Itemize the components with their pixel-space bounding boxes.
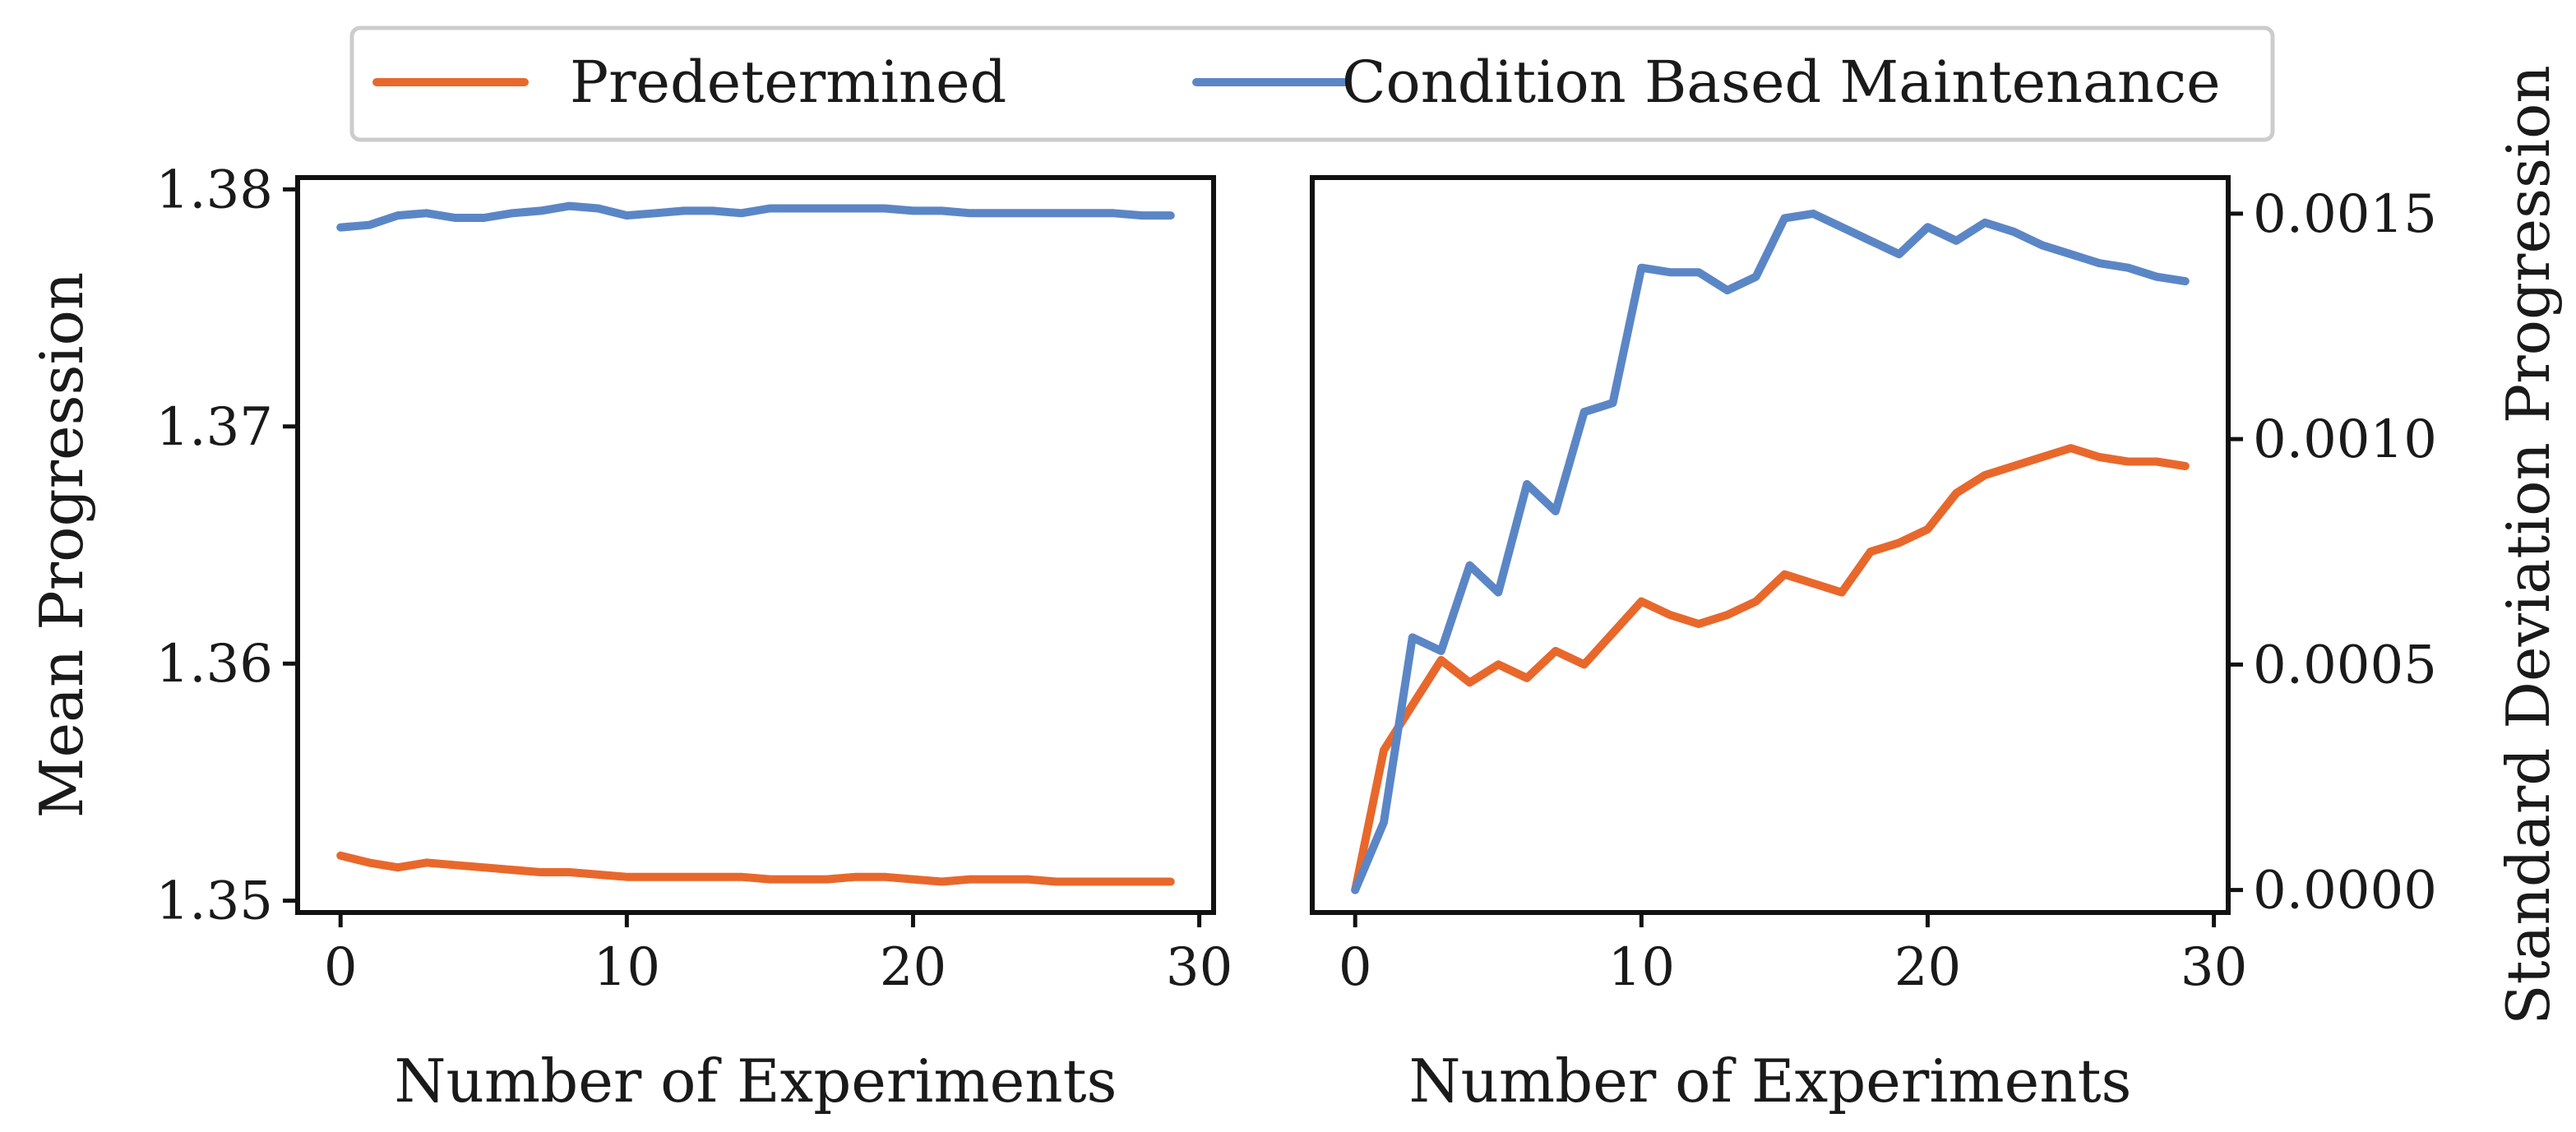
mean-progression-xtick-label: 0 (324, 937, 358, 998)
mean-progression-ytick-label: 1.38 (156, 159, 274, 220)
mean-progression-xtick-label: 20 (880, 937, 946, 998)
mean-progression-ylabel: Mean Progression (27, 272, 96, 819)
std-deviation-series-predetermined (1351, 444, 2190, 894)
std-deviation-chart: 0 10 20 300.0000 0.0005 0.0010 0.0015 Number o… (1310, 65, 2563, 1116)
mean-progression-series-predetermined (336, 851, 1175, 886)
std-deviation-ticks: 0 10 20 300.0000 0.0005 0.0010 0.0015 (1339, 184, 2437, 998)
std-deviation-xlabel: Number of Experiments (1409, 1047, 2132, 1116)
std-deviation-xtick-label: 20 (1894, 937, 1961, 998)
std-deviation-ytick-label: 0.0005 (2253, 635, 2437, 695)
legend: Predetermined Condition Based Maintenanc… (349, 25, 2275, 142)
mean-progression-ytick-label: 1.36 (156, 634, 274, 695)
std-deviation-ytick-label: 0.0015 (2253, 184, 2437, 245)
mean-progression-xlabel: Number of Experiments (395, 1047, 1117, 1116)
std-deviation-ylabel: Standard Deviation Progression (2494, 65, 2563, 1024)
mean-progression-plot-area (336, 201, 1175, 886)
mean-progression-xtick-label: 30 (1166, 937, 1233, 998)
std-deviation-xtick-label: 10 (1608, 937, 1675, 998)
mean-progression-ytick-label: 1.37 (156, 397, 274, 458)
mean-progression-frame (295, 175, 1216, 915)
mean-progression-chart: 0 10 20 30 1.35 1.36 1.37 1.38 Number of Experi… (27, 159, 1233, 1116)
std-deviation-frame (1310, 175, 2231, 915)
mean-progression-series-condition-based-maintenance (336, 201, 1175, 232)
legend-label-condition-based: Condition Based Maintenance (1342, 49, 2221, 116)
std-deviation-ytick-label: 0.0010 (2253, 409, 2437, 470)
std-deviation-xtick-label: 0 (1339, 937, 1372, 998)
std-deviation-xtick-label: 30 (2181, 937, 2247, 998)
legend-label-predetermined: Predetermined (570, 49, 1006, 116)
mean-progression-xtick-label: 10 (594, 937, 660, 998)
std-deviation-series-condition-based-maintenance (1351, 209, 2190, 894)
mean-progression-ticks: 0 10 20 30 1.35 1.36 1.37 1.38 (156, 159, 1233, 998)
std-deviation-ytick-label: 0.0000 (2253, 861, 2437, 922)
mean-progression-ytick-label: 1.35 (156, 871, 274, 932)
std-deviation-plot-area (1351, 209, 2190, 894)
